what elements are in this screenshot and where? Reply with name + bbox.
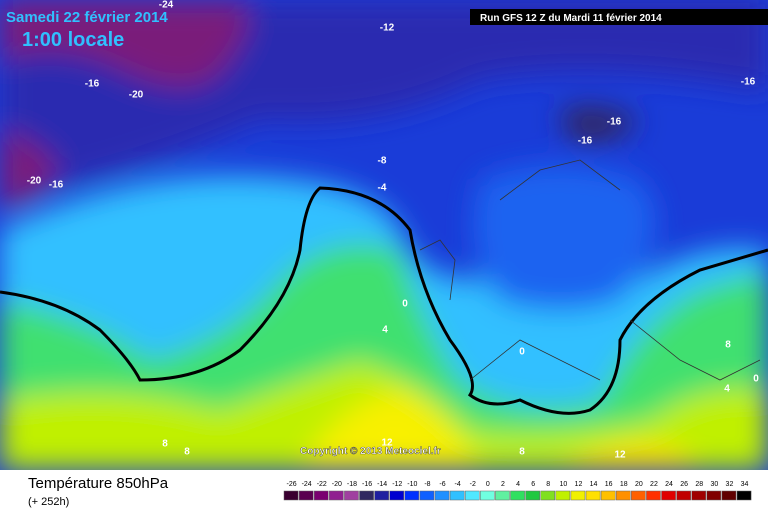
legend-swatch bbox=[329, 490, 344, 501]
legend-swatch bbox=[615, 490, 631, 501]
legend-label: -14 bbox=[377, 481, 387, 488]
legend-label: 18 bbox=[620, 481, 628, 488]
contour-label: -16 bbox=[49, 180, 64, 191]
legend-swatch bbox=[359, 490, 374, 501]
contour-label: -20 bbox=[129, 90, 144, 101]
legend-swatch bbox=[344, 490, 359, 501]
map-date: Samedi 22 février 2014 bbox=[6, 9, 168, 26]
legend-label: 4 bbox=[516, 481, 520, 488]
legend-swatch bbox=[464, 490, 480, 501]
legend-swatch bbox=[555, 490, 571, 501]
legend-label: 20 bbox=[635, 481, 643, 488]
legend-label: 12 bbox=[575, 481, 583, 488]
legend-swatch bbox=[721, 490, 737, 501]
legend-swatch bbox=[540, 490, 556, 501]
contour-label: -16 bbox=[607, 117, 622, 128]
legend-label: 24 bbox=[665, 481, 673, 488]
legend-swatch bbox=[404, 490, 420, 501]
contour-label: -8 bbox=[378, 156, 387, 167]
contour-label: 0 bbox=[519, 347, 525, 358]
copyright: Copyright © 2013 Meteociel.fr bbox=[300, 446, 441, 457]
contour-label: 0 bbox=[402, 299, 408, 310]
legend-swatch bbox=[706, 490, 722, 501]
legend-swatch bbox=[585, 490, 601, 501]
map-background bbox=[0, 0, 768, 471]
legend-swatch bbox=[736, 490, 752, 501]
legend-label: 22 bbox=[650, 481, 658, 488]
legend-label: 16 bbox=[605, 481, 613, 488]
run-banner bbox=[470, 9, 768, 25]
legend-swatch bbox=[283, 490, 299, 501]
contour-label: -16 bbox=[578, 136, 593, 147]
legend-swatch bbox=[434, 490, 450, 501]
legend-swatch bbox=[495, 490, 510, 501]
legend-label: -4 bbox=[455, 481, 461, 488]
parameter-name: Température 850hPa bbox=[28, 475, 169, 492]
contour-label: -16 bbox=[741, 77, 756, 88]
legend-label: -16 bbox=[362, 481, 372, 488]
legend-label: -6 bbox=[439, 481, 445, 488]
legend-swatch bbox=[691, 490, 707, 501]
legend-swatch bbox=[600, 490, 616, 501]
legend-label: -12 bbox=[392, 481, 402, 488]
legend-swatch bbox=[661, 490, 676, 501]
legend-swatch bbox=[676, 490, 691, 501]
legend-swatch bbox=[419, 490, 435, 501]
contour-label: 4 bbox=[382, 325, 388, 336]
legend-label: -8 bbox=[424, 481, 430, 488]
contour-labels: -24 -12 -16 -20 -20 -16 -16 -16 -16 -8 -4 0 4 0 8 0 4 8 8 1… bbox=[27, 0, 759, 461]
legend-label: 28 bbox=[695, 481, 703, 488]
contour-label: 0 bbox=[753, 374, 759, 385]
coastlines bbox=[419, 159, 761, 381]
legend-label: -18 bbox=[347, 481, 357, 488]
contour-label: -24 bbox=[159, 0, 174, 11]
legend-swatch bbox=[449, 490, 465, 501]
legend-swatch bbox=[570, 490, 586, 501]
run-info: Run GFS 12 Z du Mardi 11 février 2014 bbox=[480, 13, 662, 24]
legend-label: -2 bbox=[470, 481, 476, 488]
legend-label: -22 bbox=[317, 481, 327, 488]
legend-swatch bbox=[298, 490, 314, 501]
zero-degree-isotherm bbox=[0, 186, 768, 415]
legend-swatch bbox=[510, 490, 525, 501]
legend-label: 8 bbox=[546, 481, 550, 488]
contour-label: 8 bbox=[519, 447, 525, 458]
lead-time: (+ 252h) bbox=[28, 496, 69, 508]
legend-label: 34 bbox=[741, 481, 749, 488]
legend-label: -10 bbox=[407, 481, 417, 488]
legend-swatch bbox=[631, 490, 646, 501]
contour-label: 12 bbox=[614, 450, 626, 461]
contour-label: -20 bbox=[27, 176, 42, 187]
map-time: 1:00 locale bbox=[22, 29, 124, 51]
contour-label: 8 bbox=[725, 340, 731, 351]
legend-label: 10 bbox=[559, 481, 567, 488]
contour-label: -12 bbox=[380, 23, 395, 34]
contour-label: 12 bbox=[381, 438, 393, 449]
legend-label: 0 bbox=[486, 481, 490, 488]
contour-label: 8 bbox=[162, 439, 168, 450]
legend-label: 30 bbox=[710, 481, 718, 488]
legend-label: 2 bbox=[501, 481, 505, 488]
legend-label: 14 bbox=[590, 481, 598, 488]
contour-label: 4 bbox=[724, 384, 730, 395]
contour-label: -16 bbox=[85, 79, 100, 90]
legend-label: -20 bbox=[332, 481, 342, 488]
legend-label: 32 bbox=[726, 481, 734, 488]
legend-swatch bbox=[646, 490, 661, 501]
legend-swatch bbox=[389, 490, 405, 501]
legend-swatch bbox=[313, 490, 329, 501]
contour-label: -4 bbox=[378, 183, 387, 194]
contour-label: 8 bbox=[184, 447, 190, 458]
legend-swatch bbox=[374, 490, 389, 501]
legend-label: -26 bbox=[286, 481, 296, 488]
legend-label: 26 bbox=[680, 481, 688, 488]
legend-swatch bbox=[480, 490, 495, 501]
legend-label: 6 bbox=[531, 481, 535, 488]
legend-swatch bbox=[525, 490, 540, 501]
legend-label: -24 bbox=[302, 481, 312, 488]
color-legend: -26 -24 -22 -20 -18 -16 -14 -12 -10 -8 -6 -4 -2 0 2 4 6 8… bbox=[283, 481, 752, 501]
